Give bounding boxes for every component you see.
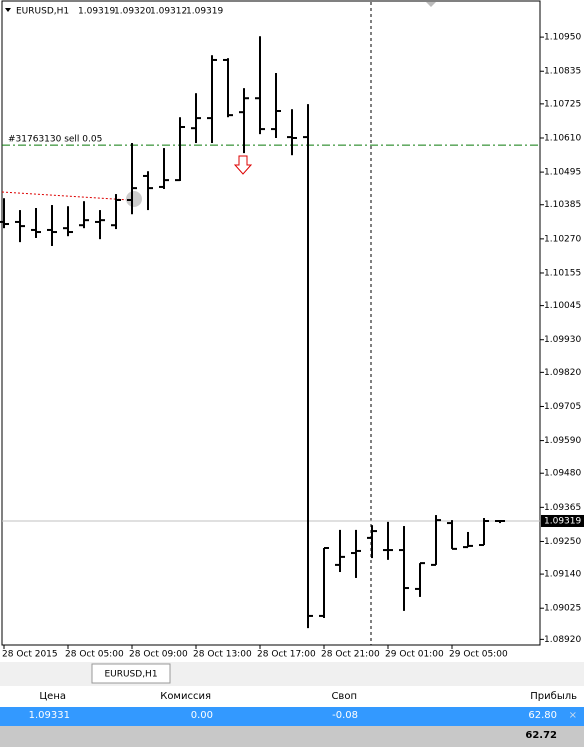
y-tick-label: 1.10725 bbox=[544, 99, 581, 109]
y-tick-label: 1.09705 bbox=[544, 402, 581, 412]
y-tick-label: 1.10045 bbox=[544, 301, 581, 311]
y-tick-label: 1.09025 bbox=[544, 604, 581, 614]
order-label: #31763130 sell 0.05 bbox=[8, 135, 102, 145]
ohlc-low: 1.09312 bbox=[150, 7, 187, 17]
y-tick-label: 1.09820 bbox=[544, 368, 581, 378]
y-tick-label: 1.10385 bbox=[544, 200, 581, 210]
y-tick-label: 1.09590 bbox=[544, 436, 581, 446]
price-badge bbox=[541, 514, 584, 527]
symbol: EURUSD,H1 bbox=[16, 7, 69, 17]
y-tick-label: 1.10155 bbox=[544, 268, 581, 278]
x-tick-label: 28 Oct 17:00 bbox=[257, 650, 316, 660]
y-tick-label: 1.09250 bbox=[544, 537, 581, 547]
x-tick-label: 29 Oct 01:00 bbox=[385, 650, 444, 660]
ohlc-high: 1.09320 bbox=[114, 7, 151, 17]
y-tick-label: 1.10270 bbox=[544, 234, 581, 244]
tab-label[interactable]: EURUSD,H1 bbox=[104, 670, 157, 680]
y-tick-label: 1.09480 bbox=[544, 469, 581, 479]
x-tick-label: 28 Oct 2015 bbox=[2, 650, 58, 660]
col-header[interactable]: Своп bbox=[331, 691, 357, 702]
y-tick-label: 1.09365 bbox=[544, 503, 581, 513]
trade-line bbox=[1, 191, 131, 201]
cell: -0.08 bbox=[332, 710, 358, 721]
y-tick-label: 1.10610 bbox=[544, 133, 581, 143]
y-tick-label: 1.09930 bbox=[544, 335, 581, 345]
cell: 0.00 bbox=[190, 710, 213, 721]
tab[interactable] bbox=[91, 663, 171, 684]
entry-marker bbox=[126, 191, 142, 207]
x-tick-label: 28 Oct 05:00 bbox=[65, 650, 124, 660]
total-row: 62.72 bbox=[0, 726, 584, 747]
total: 62.72 bbox=[525, 730, 557, 741]
y-tick-label: 1.10495 bbox=[544, 168, 581, 178]
y-tick-label: 1.10950 bbox=[544, 33, 581, 43]
sell-arrow bbox=[233, 155, 253, 175]
ohlc-close: 1.09319 bbox=[186, 7, 223, 17]
y-tick-label: 1.09140 bbox=[544, 570, 581, 580]
close-button[interactable]: × bbox=[568, 710, 577, 721]
ohlc-open: 1.09319 bbox=[78, 7, 115, 17]
x-tick-label: 28 Oct 21:00 bbox=[321, 650, 380, 660]
col-header[interactable]: Прибыль bbox=[530, 691, 577, 702]
menu-arrow[interactable] bbox=[5, 8, 11, 12]
y-tick-label: 1.10835 bbox=[544, 67, 581, 77]
price-label: 1.09319 bbox=[544, 516, 581, 526]
cell: 62.80 bbox=[528, 710, 557, 721]
position-row[interactable]: 1.09331 0.00 -0.08 62.80 × bbox=[0, 707, 584, 726]
col-header[interactable]: Комиссия bbox=[160, 691, 211, 702]
col-header[interactable]: Цена bbox=[39, 691, 66, 702]
x-tick-label: 29 Oct 05:00 bbox=[449, 650, 508, 660]
x-tick-label: 28 Oct 09:00 bbox=[129, 650, 188, 660]
tab-bar bbox=[0, 662, 584, 686]
chart: EURUSD,H1 1.09319 1.09320 1.09312 1.0931… bbox=[0, 0, 584, 686]
table-header: Цена Комиссия Своп Прибыль bbox=[0, 688, 584, 708]
shift-marker[interactable] bbox=[426, 2, 436, 7]
plot-frame bbox=[1, 0, 541, 646]
y-tick-label: 1.08920 bbox=[544, 635, 581, 645]
cell: 1.09331 bbox=[28, 710, 70, 721]
x-tick-label: 28 Oct 13:00 bbox=[193, 650, 252, 660]
